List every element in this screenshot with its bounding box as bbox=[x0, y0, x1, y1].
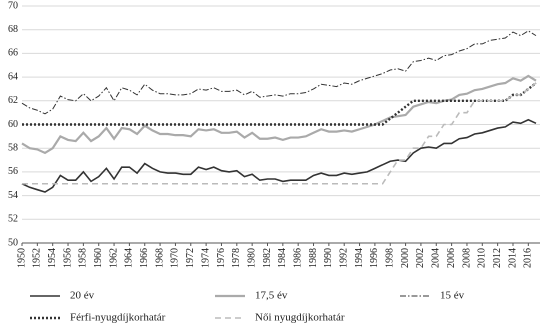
x-tick-label: 1962 bbox=[108, 248, 119, 268]
y-tick-label: 70 bbox=[8, 0, 18, 11]
x-tick-label: 2002 bbox=[415, 248, 426, 268]
series-line bbox=[22, 82, 537, 126]
y-tick-label: 54 bbox=[8, 190, 18, 201]
x-tick-label: 1954 bbox=[47, 248, 58, 268]
y-tick-label: 58 bbox=[8, 142, 18, 153]
x-tick-label: 2006 bbox=[446, 248, 457, 268]
x-tick-label: 1986 bbox=[292, 248, 303, 268]
y-tick-label: 68 bbox=[8, 24, 18, 35]
legend-label: 20 év bbox=[70, 290, 95, 302]
x-tick-label: 1978 bbox=[231, 248, 242, 268]
x-tick-label: 1960 bbox=[93, 248, 104, 268]
series-line bbox=[22, 82, 537, 185]
x-tick-label: 1998 bbox=[385, 248, 396, 268]
x-tick-label: 1966 bbox=[139, 248, 150, 268]
x-tick-label: 1980 bbox=[246, 248, 257, 268]
x-tick-label: 1992 bbox=[339, 248, 350, 268]
y-tick-label: 60 bbox=[8, 119, 18, 130]
y-tick-label: 56 bbox=[8, 166, 18, 177]
x-tick-label: 1958 bbox=[78, 248, 89, 268]
x-tick-label: 1976 bbox=[216, 248, 227, 268]
x-tick-label: 2008 bbox=[461, 248, 472, 268]
y-tick-label: 62 bbox=[8, 95, 18, 106]
x-tick-label: 1982 bbox=[262, 248, 273, 268]
x-tick-label: 1972 bbox=[185, 248, 196, 268]
x-tick-label: 1996 bbox=[369, 248, 380, 268]
x-tick-label: 1956 bbox=[62, 248, 73, 268]
x-tick-label: 1974 bbox=[200, 248, 211, 268]
legend-label: 17,5 év bbox=[255, 290, 288, 302]
x-tick-label: 2004 bbox=[431, 248, 442, 268]
y-tick-label: 50 bbox=[8, 237, 18, 248]
x-tick-label: 1994 bbox=[354, 248, 365, 268]
x-tick-label: 2016 bbox=[523, 248, 534, 268]
x-tick-label: 2014 bbox=[507, 248, 518, 268]
x-tick-label: 2010 bbox=[477, 248, 488, 268]
x-tick-label: 1990 bbox=[323, 248, 334, 268]
series-line bbox=[21, 118, 537, 193]
legend-label: Férfi-nyugdíjkorhatár bbox=[70, 312, 166, 324]
x-tick-label: 1984 bbox=[277, 248, 288, 268]
series-line bbox=[21, 30, 537, 115]
legend-label: 15 év bbox=[440, 290, 465, 302]
x-tick-label: 1964 bbox=[124, 248, 135, 268]
legend-label: Női nyugdíjkorhatár bbox=[255, 312, 345, 324]
x-tick-label: 2012 bbox=[492, 248, 503, 268]
x-tick-label: 1968 bbox=[154, 248, 165, 268]
y-tick-label: 66 bbox=[8, 48, 18, 59]
x-tick-label: 1970 bbox=[170, 248, 181, 268]
x-tick-label: 1952 bbox=[32, 248, 43, 268]
y-tick-label: 64 bbox=[8, 71, 18, 82]
x-tick-label: 1988 bbox=[308, 248, 319, 268]
x-tick-label: 1950 bbox=[16, 248, 27, 268]
y-tick-label: 52 bbox=[8, 214, 18, 225]
x-tick-label: 2000 bbox=[400, 248, 411, 268]
